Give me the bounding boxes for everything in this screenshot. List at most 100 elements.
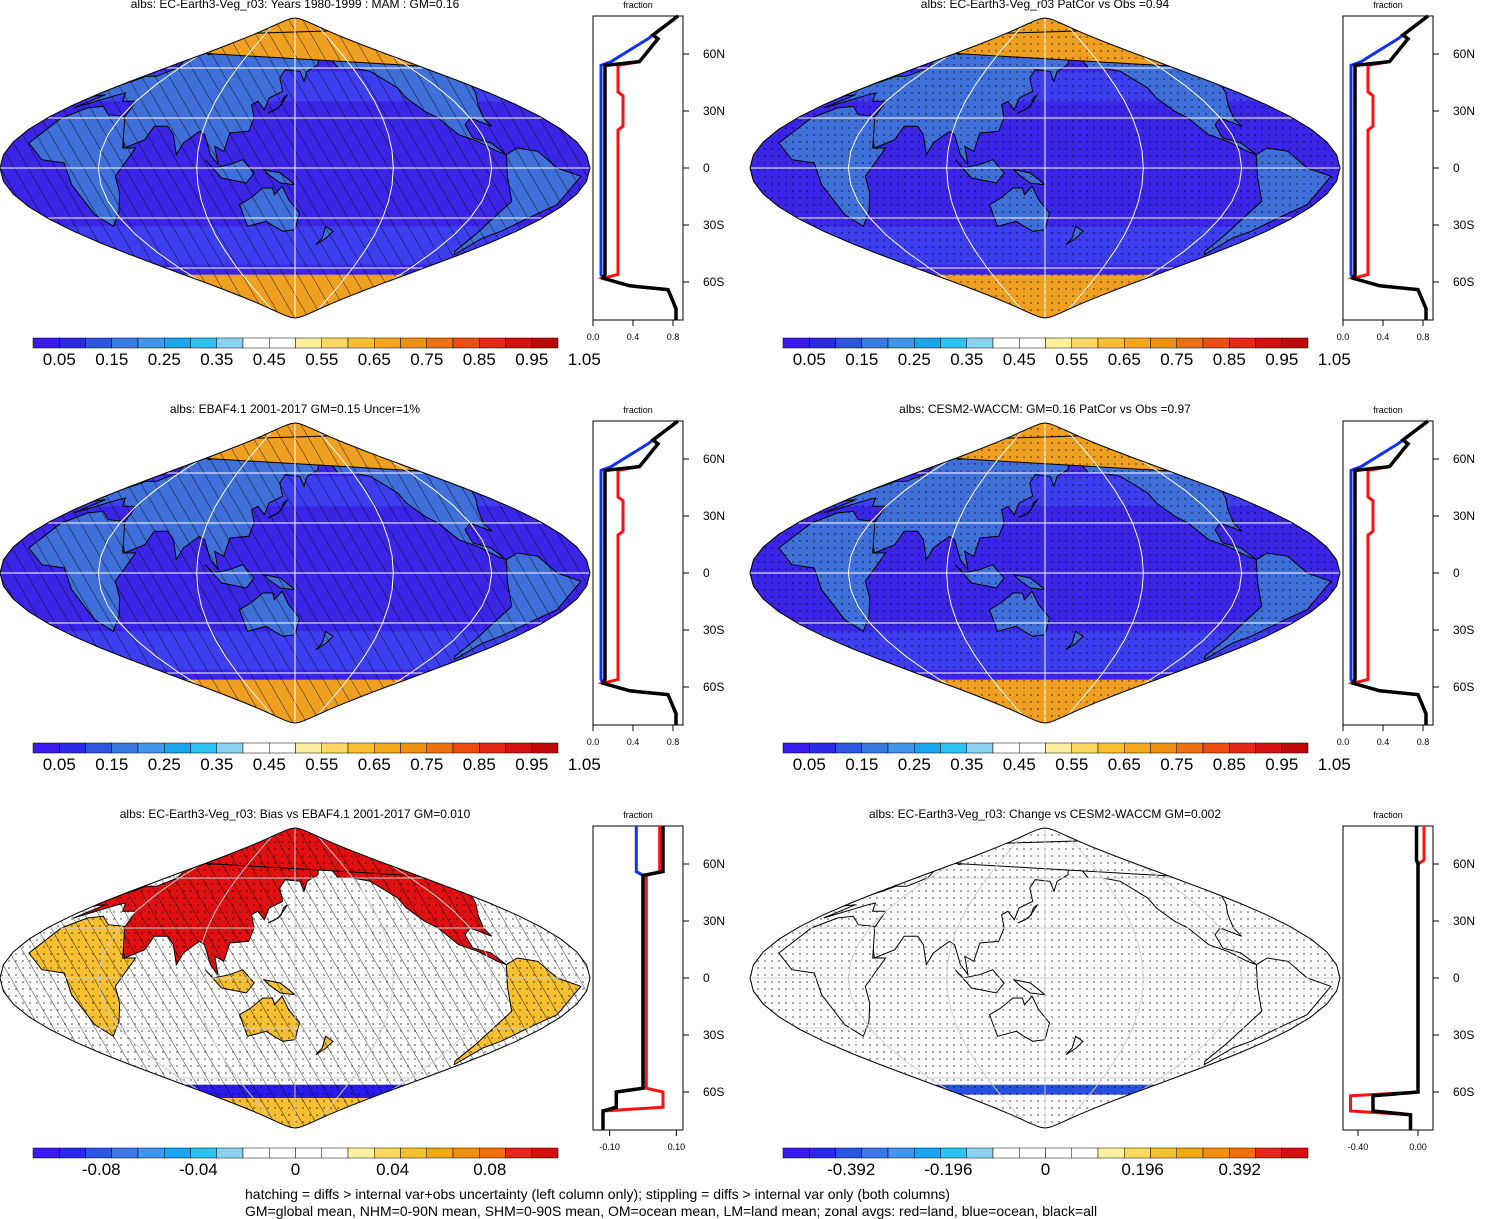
colorbar-cell xyxy=(295,1147,322,1159)
colorbar-tick-label: 0.08 xyxy=(473,1160,506,1179)
zonal-line-ocean xyxy=(599,14,679,320)
colorbar-cell xyxy=(137,337,165,349)
colorbar-cell xyxy=(914,337,941,349)
colorbar-cell xyxy=(1124,1147,1151,1159)
colorbar-tick-label: 0.196 xyxy=(1121,1160,1164,1179)
zonal-y-tick-label: 60N xyxy=(1453,452,1475,466)
meridian-line xyxy=(946,828,1030,1128)
colorbar-tick-label: 0.85 xyxy=(1213,755,1246,774)
colorbar-tick-label: 0.05 xyxy=(793,350,826,369)
colorbar-tick-label: 0.15 xyxy=(845,755,878,774)
colorbar-cell xyxy=(782,1147,810,1159)
zonal-mean-plot: fraction 60N 30N 0 30S 60S 0.0 0.4 0.8 xyxy=(587,405,725,747)
colorbar-tick-label: 0.05 xyxy=(793,755,826,774)
meridian-line xyxy=(946,18,1030,318)
zonal-y-tick-label: 30S xyxy=(703,218,724,232)
zonal-header: fraction xyxy=(623,405,653,415)
zonal-y-tick-label: 60N xyxy=(703,47,725,61)
colorbar-tick-label: 0.45 xyxy=(1003,350,1036,369)
zonal-y-tick-label: 0 xyxy=(703,161,710,175)
colorbar-cell xyxy=(1150,742,1177,754)
colorbar-cell xyxy=(940,1147,967,1159)
colorbar-cell xyxy=(452,337,480,349)
colorbar-cell xyxy=(32,1147,60,1159)
colorbar-tick-label: 0.65 xyxy=(358,755,391,774)
colorbar-tick-label: 0.45 xyxy=(1003,755,1036,774)
zonal-line-ocean xyxy=(1349,14,1429,320)
meridian-line xyxy=(196,828,280,1128)
colorbar-cell xyxy=(1071,742,1099,754)
colorbar-tick-label: 0.35 xyxy=(200,350,233,369)
colorbar-cell xyxy=(1176,337,1204,349)
colorbar-cell xyxy=(1150,337,1177,349)
zonal-x-tick-label: 0.0 xyxy=(1337,737,1350,747)
zonal-line-land xyxy=(1347,419,1429,725)
footer-note-legend: GM=global mean, NHM=0-90N mean, SHM=0-90… xyxy=(245,1203,1098,1219)
meridian-line xyxy=(97,18,265,318)
colorbar-tick-label: 0.85 xyxy=(1213,350,1246,369)
colorbar-cell xyxy=(216,1147,244,1159)
zonal-x-tick-label: 0.8 xyxy=(1417,737,1430,747)
colorbar-tick-label: 0.65 xyxy=(1108,350,1141,369)
zonal-header: fraction xyxy=(623,0,653,10)
colorbar-tick-label: 0.55 xyxy=(1055,350,1088,369)
map-border xyxy=(0,17,591,319)
zonal-header: fraction xyxy=(1373,405,1403,415)
zonal-y-tick-label: 60S xyxy=(703,1085,724,1099)
meridian-line xyxy=(1075,423,1243,723)
colorbar-cell xyxy=(85,337,112,349)
colorbar-tick-label: 0.55 xyxy=(305,350,338,369)
colorbar-cell xyxy=(1229,337,1256,349)
map xyxy=(749,827,1341,1129)
colorbar-cell xyxy=(164,1147,191,1159)
zonal-y-tick-label: 30N xyxy=(703,509,725,523)
colorbar-cell xyxy=(531,742,559,754)
colorbar-tick-label: 0.15 xyxy=(845,350,878,369)
meridian-line xyxy=(847,423,1015,723)
colorbar-cell xyxy=(190,337,217,349)
colorbar-cell xyxy=(1124,337,1151,349)
colorbar-cell xyxy=(1019,337,1046,349)
zonal-y-tick-label: 30N xyxy=(703,104,725,118)
meridian-line xyxy=(310,828,394,1128)
map xyxy=(0,422,591,724)
colorbar-cell xyxy=(505,742,532,754)
colorbar-cell xyxy=(940,337,967,349)
zonal-header: fraction xyxy=(1373,0,1403,10)
zonal-header: fraction xyxy=(1373,810,1403,820)
colorbar-cell xyxy=(137,1147,165,1159)
colorbar-tick-label: 0 xyxy=(1041,1160,1050,1179)
zonal-y-tick-label: 0 xyxy=(1453,161,1460,175)
colorbar-tick-label: -0.04 xyxy=(179,1160,218,1179)
colorbar-cell xyxy=(1202,742,1230,754)
colorbar-cell xyxy=(347,742,375,754)
map xyxy=(0,827,591,1129)
colorbar-cell xyxy=(269,742,296,754)
meridian-line xyxy=(196,423,280,723)
map-border xyxy=(749,17,1341,319)
zonal-x-tick-label: 0.0 xyxy=(587,737,600,747)
colorbar-cell xyxy=(374,337,401,349)
colorbar-tick-label: 1.05 xyxy=(1318,350,1351,369)
colorbar-cell xyxy=(190,742,217,754)
zonal-line-ocean xyxy=(599,419,679,725)
colorbar-tick-label: 0.04 xyxy=(376,1160,409,1179)
colorbar-cell xyxy=(32,742,60,754)
colorbar-cell xyxy=(1019,742,1046,754)
colorbar-cell xyxy=(347,1147,375,1159)
colorbar-cell xyxy=(190,1147,217,1159)
colorbar-cell xyxy=(426,1147,454,1159)
panel-title: albs: EC-Earth3-Veg_r03 PatCor vs Obs =0… xyxy=(920,0,1170,11)
colorbar-cell xyxy=(1202,1147,1230,1159)
meridian-line xyxy=(1060,423,1144,723)
colorbar-cell xyxy=(347,337,375,349)
colorbar-tick-label: 0.65 xyxy=(1108,755,1141,774)
colorbar-tick-label: 1.05 xyxy=(568,755,601,774)
colorbar-cell xyxy=(426,742,454,754)
colorbar-tick-label: 1.05 xyxy=(568,350,601,369)
colorbar-cell xyxy=(835,337,862,349)
colorbar-tick-label: 0.75 xyxy=(1160,350,1193,369)
meridian-line xyxy=(325,18,493,318)
colorbar-cell xyxy=(966,742,994,754)
colorbar-tick-label: 0.65 xyxy=(358,350,391,369)
